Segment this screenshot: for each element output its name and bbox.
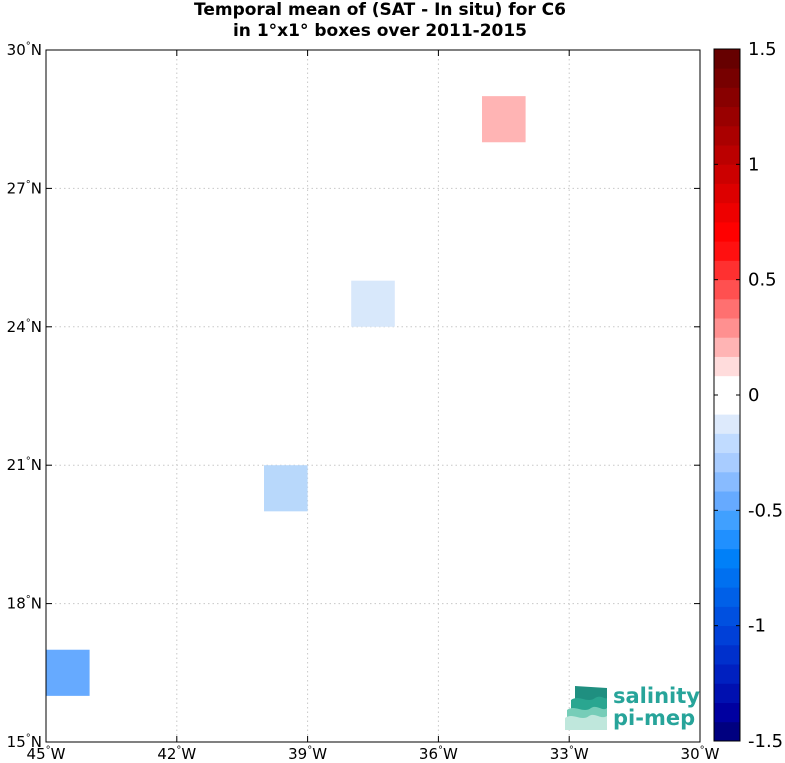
colorbar-segment (714, 433, 740, 454)
colorbar-segment (714, 471, 740, 492)
lon-tick-label: 33°W (550, 745, 589, 763)
logo-text-line2: pi-mep (613, 706, 695, 730)
colorbar-segment (714, 491, 740, 511)
colorbar-tick-label: -1 (748, 616, 766, 637)
colorbar-segment (714, 260, 740, 281)
colorbar-segment (714, 298, 740, 319)
colorbar-segment (714, 606, 740, 627)
colorbar-segment (714, 164, 740, 184)
lat-tick-label: 24°N (7, 318, 42, 336)
map-frame (45, 49, 701, 743)
colorbar-segment (714, 510, 740, 530)
chart-title-line2: in 1°x1° boxes over 2011-2015 (232, 21, 528, 41)
lat-tick-label: 15°N (7, 733, 42, 751)
colorbar-segment (714, 106, 740, 127)
lat-tick-label: 18°N (7, 595, 42, 613)
map-background (46, 50, 700, 742)
data-box (351, 280, 395, 327)
colorbar-segment (714, 664, 740, 684)
colorbar-segment (714, 702, 740, 723)
colorbar-segment (714, 145, 740, 165)
data-box (46, 649, 90, 696)
colorbar-segment (714, 318, 740, 338)
colorbar-segment (714, 375, 740, 396)
colorbar-segment (714, 68, 740, 88)
colorbar-tick-label: 1 (748, 154, 759, 175)
colorbar-segment (714, 414, 740, 434)
colorbar-segment (714, 49, 740, 69)
colorbar-segment (714, 202, 740, 223)
lon-tick-label: 30°W (681, 745, 720, 763)
salinity-pimep-logo: salinity pi-mep (565, 684, 700, 730)
colorbar-segment (714, 222, 740, 242)
colorbar-segment (714, 529, 740, 550)
colorbar-segment (714, 395, 740, 415)
colorbar-segment (714, 721, 740, 742)
lon-tick-label: 45°W (27, 745, 66, 763)
logo-wave-icon (565, 686, 607, 730)
lon-tick-label: 36°W (419, 745, 458, 763)
colorbar-tick-label: 1.5 (748, 39, 777, 60)
colorbar-segment (714, 568, 740, 588)
colorbar-segment (714, 548, 740, 569)
colorbar-segment (714, 644, 740, 665)
logo-text-line1: salinity (613, 684, 700, 708)
data-box (264, 465, 308, 512)
colorbar-tick-label: 0 (748, 385, 759, 406)
colorbar-segment (714, 279, 740, 300)
colorbar: 1.5 1 0.5 0 -0.5 -1 -1.5 (713, 39, 783, 752)
colorbar-segment (714, 587, 740, 607)
colorbar-segment (714, 356, 740, 377)
map-area: 45°W 42°W 39°W 36°W 33°W 30°W 15°N 18°N 21°N 24°N… (7, 41, 720, 763)
colorbar-tick-label: -0.5 (748, 500, 783, 521)
colorbar-segment (714, 125, 740, 146)
colorbar-segment (714, 683, 740, 703)
colorbar-tick-label: -1.5 (748, 731, 783, 752)
colorbar-segment (714, 87, 740, 108)
colorbar-tick-label: 0.5 (748, 270, 777, 291)
colorbar-segment (714, 183, 740, 204)
lon-tick-label: 42°W (157, 745, 196, 763)
data-boxes (46, 96, 526, 696)
colorbar-segment (714, 452, 740, 473)
lat-tick-label: 30°N (7, 41, 42, 59)
chart-title-line1: Temporal mean of (SAT - In situ) for C6 (194, 0, 566, 20)
lon-tick-label: 39°W (288, 745, 327, 763)
colorbar-segment (714, 241, 740, 261)
lat-tick-label: 21°N (7, 456, 42, 474)
lat-tick-label: 27°N (7, 179, 42, 197)
axis-ticks (45, 49, 701, 743)
axis-labels: 45°W 42°W 39°W 36°W 33°W 30°W 15°N 18°N 21°N 24°N… (7, 41, 720, 763)
colorbar-segment (714, 337, 740, 357)
colorbar-segment (714, 625, 740, 646)
data-box (482, 96, 526, 143)
